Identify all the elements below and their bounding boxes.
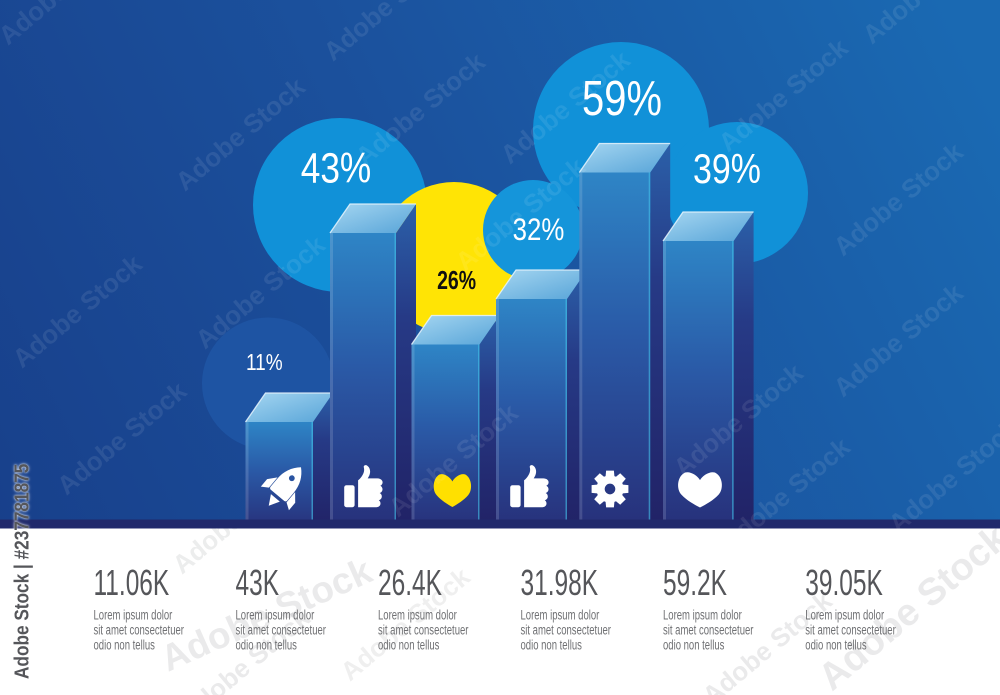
svg-text:Adobe Stock | #237781875: Adobe Stock | #237781875 bbox=[11, 464, 34, 679]
svg-text:43%: 43% bbox=[301, 144, 372, 192]
svg-text:sit amet consectetuer: sit amet consectetuer bbox=[805, 621, 895, 637]
svg-text:sit amet consectetuer: sit amet consectetuer bbox=[378, 621, 468, 637]
svg-text:32%: 32% bbox=[513, 212, 565, 247]
svg-text:11%: 11% bbox=[246, 350, 283, 375]
svg-text:Lorem ipsum dolor: Lorem ipsum dolor bbox=[521, 606, 600, 622]
svg-text:odio non tellus: odio non tellus bbox=[94, 636, 155, 652]
svg-text:43K: 43K bbox=[236, 562, 280, 603]
svg-text:Lorem ipsum dolor: Lorem ipsum dolor bbox=[663, 606, 742, 622]
svg-text:31.98K: 31.98K bbox=[521, 562, 599, 603]
svg-text:sit amet consectetuer: sit amet consectetuer bbox=[236, 621, 326, 637]
svg-text:11.06K: 11.06K bbox=[94, 562, 170, 603]
svg-text:Lorem ipsum dolor: Lorem ipsum dolor bbox=[378, 606, 457, 622]
svg-text:39%: 39% bbox=[693, 147, 761, 193]
svg-text:odio non tellus: odio non tellus bbox=[805, 636, 866, 652]
svg-text:odio non tellus: odio non tellus bbox=[236, 636, 297, 652]
svg-text:26%: 26% bbox=[437, 265, 476, 294]
svg-text:sit amet consectetuer: sit amet consectetuer bbox=[521, 621, 611, 637]
svg-text:26.4K: 26.4K bbox=[378, 562, 442, 603]
svg-text:59.2K: 59.2K bbox=[663, 562, 727, 603]
svg-text:odio non tellus: odio non tellus bbox=[378, 636, 439, 652]
svg-text:odio non tellus: odio non tellus bbox=[521, 636, 582, 652]
svg-text:59%: 59% bbox=[582, 72, 662, 126]
svg-text:sit amet consectetuer: sit amet consectetuer bbox=[663, 621, 753, 637]
svg-text:odio non tellus: odio non tellus bbox=[663, 636, 724, 652]
svg-text:sit amet consectetuer: sit amet consectetuer bbox=[94, 621, 184, 637]
svg-text:Lorem ipsum dolor: Lorem ipsum dolor bbox=[805, 606, 884, 622]
svg-text:39.05K: 39.05K bbox=[805, 562, 883, 603]
svg-text:Lorem ipsum dolor: Lorem ipsum dolor bbox=[94, 606, 173, 622]
svg-text:Lorem ipsum dolor: Lorem ipsum dolor bbox=[236, 606, 315, 622]
